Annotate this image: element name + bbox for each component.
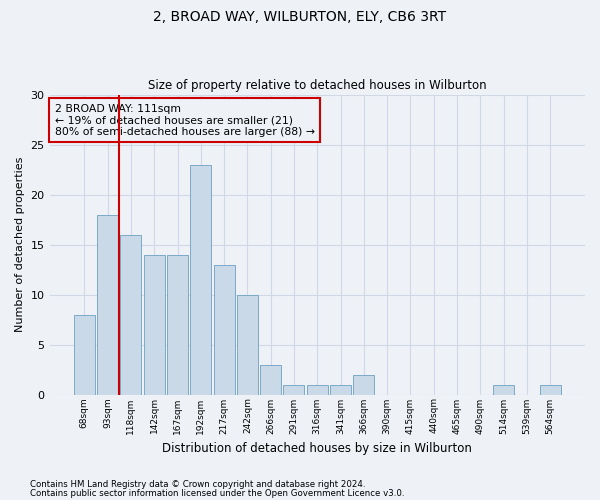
Text: Contains public sector information licensed under the Open Government Licence v3: Contains public sector information licen… <box>30 489 404 498</box>
Title: Size of property relative to detached houses in Wilburton: Size of property relative to detached ho… <box>148 79 487 92</box>
Bar <box>237 294 258 394</box>
Bar <box>167 254 188 394</box>
Text: Contains HM Land Registry data © Crown copyright and database right 2024.: Contains HM Land Registry data © Crown c… <box>30 480 365 489</box>
Bar <box>353 374 374 394</box>
Bar <box>121 234 142 394</box>
Bar <box>493 384 514 394</box>
Bar <box>307 384 328 394</box>
X-axis label: Distribution of detached houses by size in Wilburton: Distribution of detached houses by size … <box>163 442 472 455</box>
Bar <box>144 254 165 394</box>
Bar <box>190 164 211 394</box>
Bar <box>283 384 304 394</box>
Y-axis label: Number of detached properties: Number of detached properties <box>15 157 25 332</box>
Text: 2 BROAD WAY: 111sqm
← 19% of detached houses are smaller (21)
80% of semi-detach: 2 BROAD WAY: 111sqm ← 19% of detached ho… <box>55 104 315 137</box>
Bar <box>539 384 560 394</box>
Text: 2, BROAD WAY, WILBURTON, ELY, CB6 3RT: 2, BROAD WAY, WILBURTON, ELY, CB6 3RT <box>154 10 446 24</box>
Bar <box>214 264 235 394</box>
Bar <box>330 384 351 394</box>
Bar <box>260 364 281 394</box>
Bar <box>97 214 118 394</box>
Bar <box>74 314 95 394</box>
